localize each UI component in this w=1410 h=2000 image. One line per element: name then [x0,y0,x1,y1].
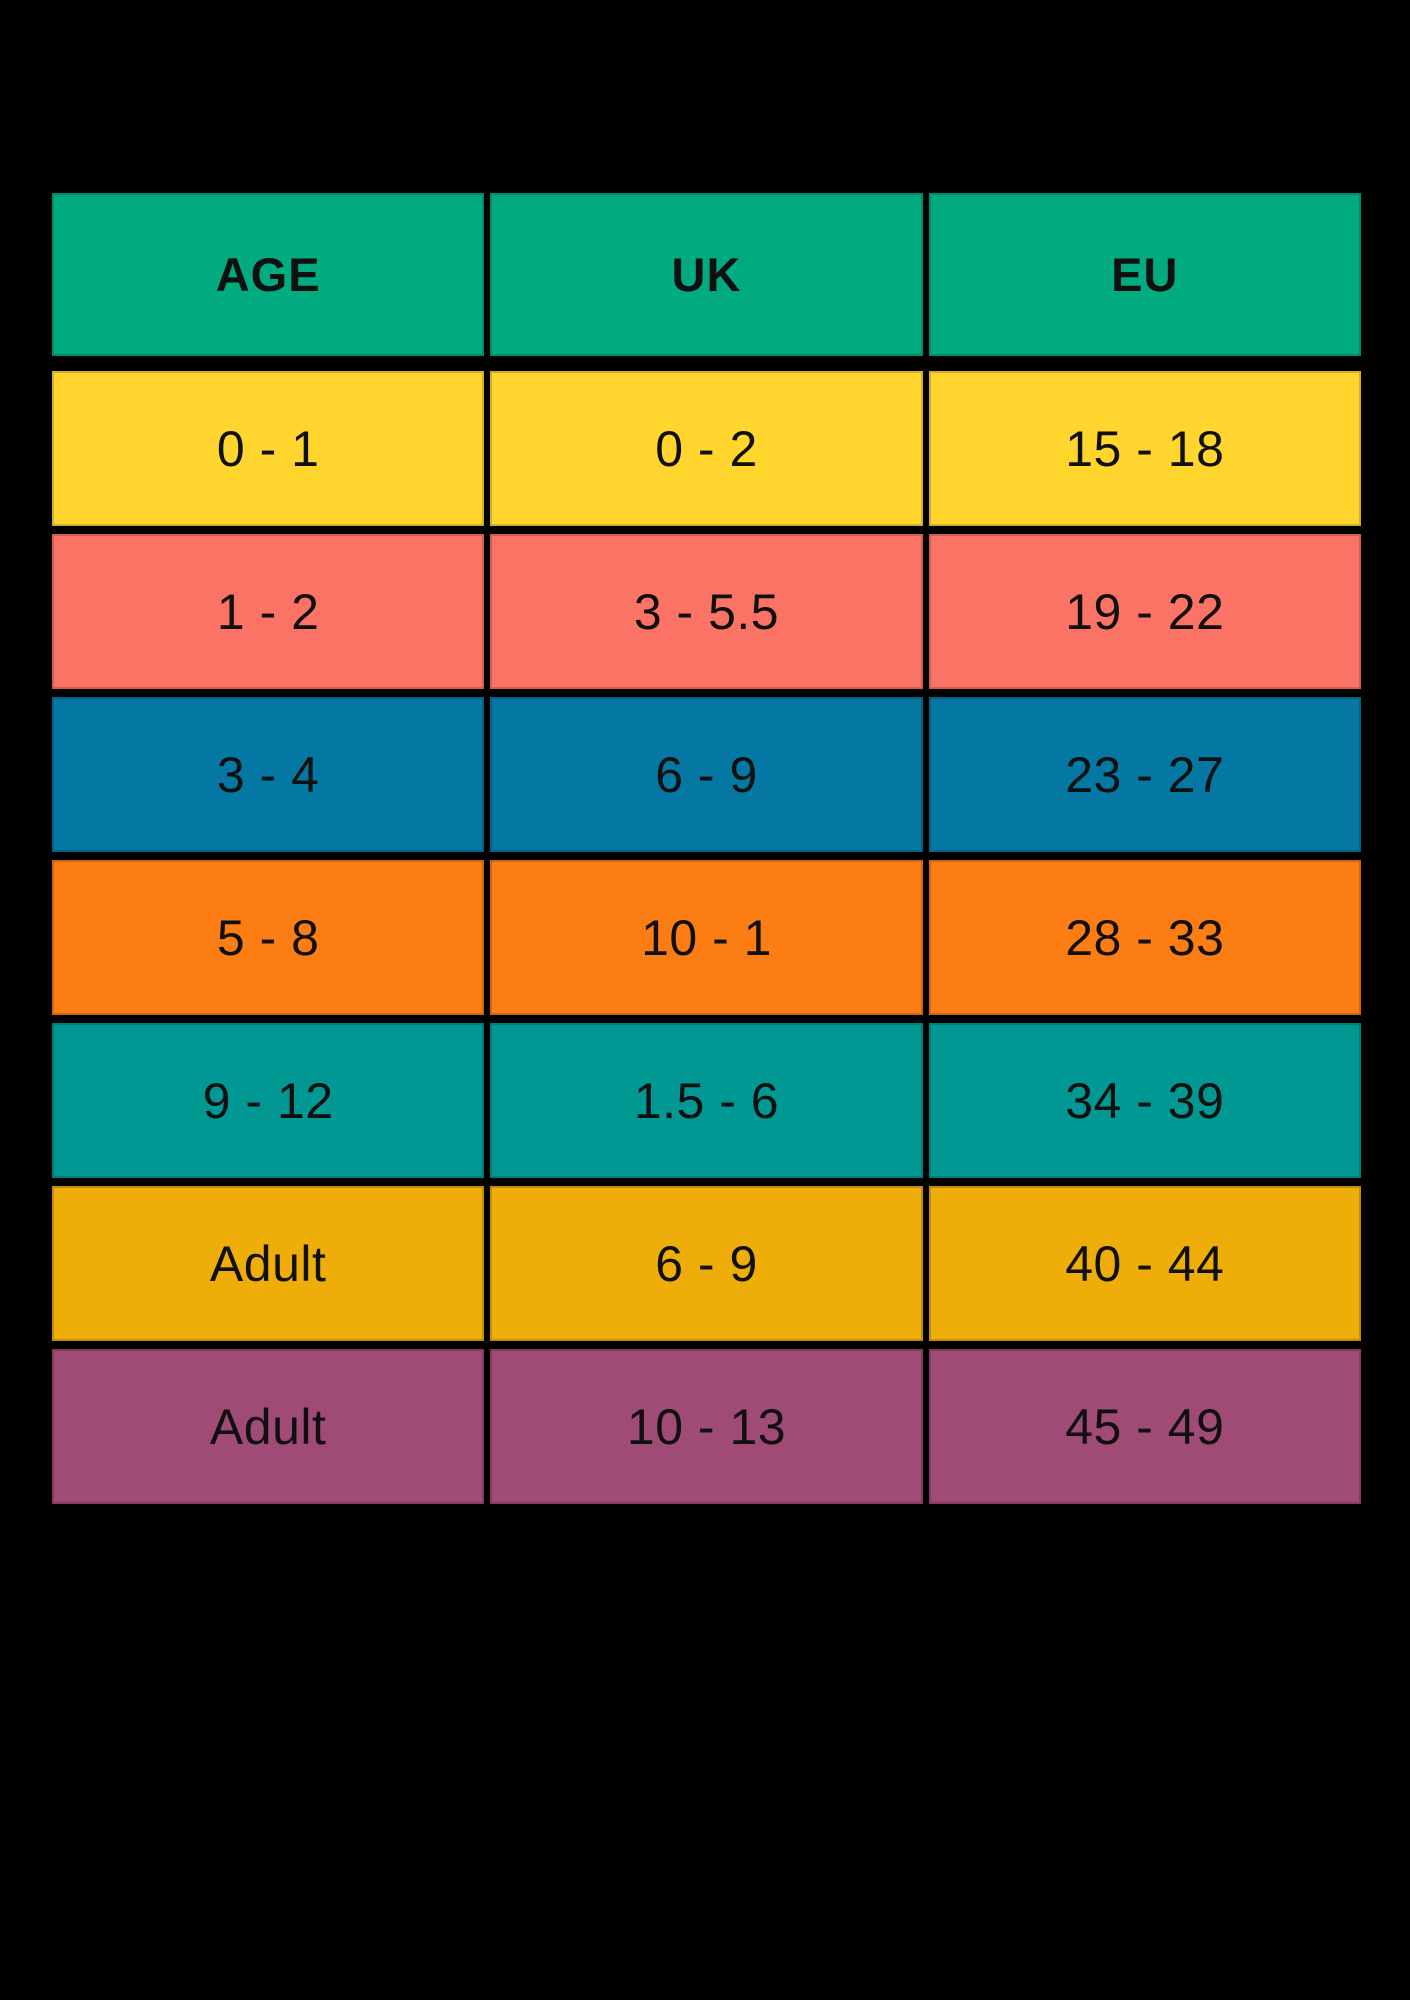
eu-size-cell: 23 - 27 [928,697,1361,852]
age-cell: 3 - 4 [52,697,485,852]
age-cell: 0 - 1 [52,371,485,526]
uk-size-cell: 6 - 9 [490,697,923,852]
table-row: 5 - 8 10 - 1 28 - 33 [52,860,1361,1015]
uk-size-cell: 6 - 9 [490,1186,923,1341]
eu-size-cell: 19 - 22 [928,534,1361,689]
header-cell-age: AGE [52,193,485,356]
header-cell-uk: UK [490,193,923,356]
eu-size-cell: 45 - 49 [928,1349,1361,1504]
eu-size-cell: 40 - 44 [928,1186,1361,1341]
table-row: 1 - 2 3 - 5.5 19 - 22 [52,534,1361,689]
uk-size-cell: 1.5 - 6 [490,1023,923,1178]
shoe-size-conversion-table: AGE UK EU 0 - 1 0 - 2 15 - 18 1 - 2 3 - … [52,193,1361,1504]
uk-size-cell: 10 - 1 [490,860,923,1015]
age-cell: 1 - 2 [52,534,485,689]
table-row: 3 - 4 6 - 9 23 - 27 [52,697,1361,852]
uk-size-cell: 0 - 2 [490,371,923,526]
age-cell: Adult [52,1186,485,1341]
table-row: Adult 10 - 13 45 - 49 [52,1349,1361,1504]
table-row: Adult 6 - 9 40 - 44 [52,1186,1361,1341]
age-cell: 5 - 8 [52,860,485,1015]
table-header-row: AGE UK EU [52,193,1361,356]
eu-size-cell: 34 - 39 [928,1023,1361,1178]
uk-size-cell: 10 - 13 [490,1349,923,1504]
age-cell: Adult [52,1349,485,1504]
uk-size-cell: 3 - 5.5 [490,534,923,689]
table-row: 9 - 12 1.5 - 6 34 - 39 [52,1023,1361,1178]
age-cell: 9 - 12 [52,1023,485,1178]
eu-size-cell: 28 - 33 [928,860,1361,1015]
header-cell-eu: EU [928,193,1361,356]
eu-size-cell: 15 - 18 [928,371,1361,526]
table-row: 0 - 1 0 - 2 15 - 18 [52,371,1361,526]
